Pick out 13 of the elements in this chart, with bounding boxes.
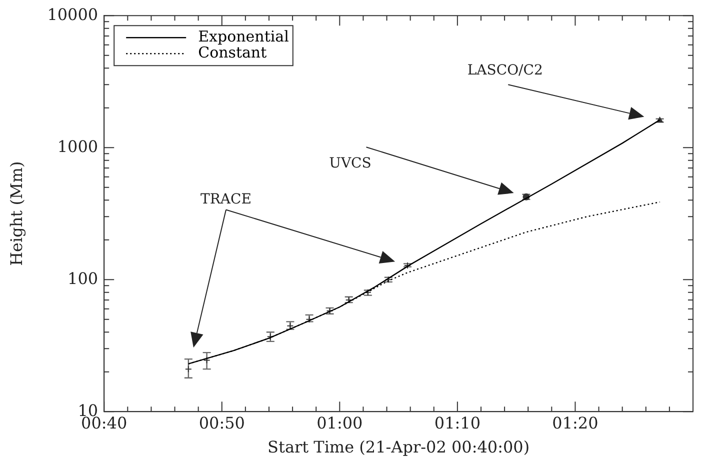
y-axis-title: Height (Mm) — [6, 161, 26, 266]
annotation: TRACE — [200, 191, 252, 208]
x-tick-label: 00:50 — [198, 413, 245, 432]
y-tick-label: 1000 — [57, 136, 98, 156]
x-tick-label: 01:20 — [552, 413, 598, 432]
annotation: LASCO/C2 — [467, 62, 543, 78]
y-tick-label: 10000 — [47, 4, 98, 24]
y-tick-label: 100 — [68, 268, 98, 288]
x-tick-label: 01:10 — [434, 413, 480, 432]
annotation: UVCS — [329, 156, 372, 172]
legend-label: Exponential — [198, 27, 290, 46]
x-axis-title: Start Time (21-Apr-02 00:40:00) — [268, 438, 530, 457]
x-tick-label: 01:00 — [316, 413, 363, 432]
